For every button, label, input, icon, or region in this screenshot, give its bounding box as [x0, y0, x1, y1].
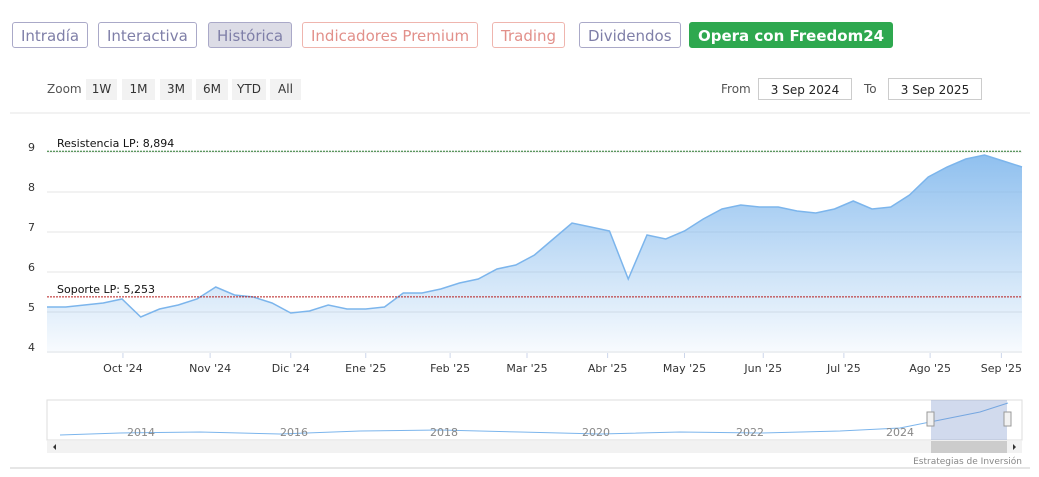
y-tick-label: 6 [28, 261, 35, 274]
navigator-year: 2024 [886, 426, 914, 439]
line [47, 154, 1023, 318]
zoom-button[interactable]: 1W [86, 79, 117, 100]
tab[interactable]: Indicadores Premium [302, 22, 479, 48]
zoom-button[interactable]: All [270, 79, 301, 100]
plot: 4 5 6 7 8 9 Oct '24 Nov '24 Dic '24 Ene '25 Feb '2… [28, 137, 1023, 375]
to-input[interactable]: 3 Sep 2025 [888, 78, 982, 100]
y-tick-label: 4 [28, 341, 35, 354]
zoom-button[interactable]: 1M [122, 79, 155, 100]
zoom-button[interactable]: 6M [196, 79, 228, 100]
x-tick-label: Abr '25 [588, 362, 628, 375]
scroll-arrows[interactable] [53, 444, 1016, 450]
x-tick-label: Mar '25 [506, 362, 547, 375]
to-label: To [864, 82, 877, 96]
navigator-year: 2022 [736, 426, 764, 439]
navigator-handle[interactable] [926, 411, 935, 427]
navigator [46, 399, 1023, 441]
zoom-label: Zoom [47, 82, 82, 96]
tab[interactable]: Dividendos [579, 22, 681, 48]
credit: Estrategias de Inversión [913, 456, 1022, 467]
zoom-button[interactable]: 3M [160, 79, 192, 100]
navigator-line [59, 402, 1009, 436]
scrollbar[interactable] [47, 441, 1022, 453]
tab[interactable]: Histórica [208, 22, 293, 48]
tab[interactable]: Interactiva [98, 22, 197, 48]
x-tick-label: Feb '25 [430, 362, 470, 375]
navigator-window[interactable] [931, 400, 1007, 440]
x-tick-label: Oct '24 [103, 362, 143, 375]
tab[interactable]: Trading [492, 22, 566, 48]
x-tick-label: Ago '25 [909, 362, 951, 375]
x-tick-label: Nov '24 [189, 362, 231, 375]
tab[interactable]: Intradía [12, 22, 89, 48]
tab[interactable]: Opera con Freedom24 [689, 22, 894, 48]
y-tick-label: 5 [28, 301, 35, 314]
from-label: From [721, 82, 751, 96]
x-tick-label: Dic '24 [272, 362, 310, 375]
x-tick-label: Jun '25 [743, 362, 782, 375]
x-tick-label: Sep '25 [981, 362, 1022, 375]
level-label: Soporte LP: 5,253 [57, 283, 155, 296]
navigator-year: 2014 [127, 426, 155, 439]
x-tick-label: May '25 [663, 362, 706, 375]
x-tick-label: Jul '25 [826, 362, 861, 375]
area [47, 155, 1022, 353]
y-tick-label: 7 [28, 221, 35, 234]
y-tick-label: 9 [28, 141, 35, 154]
navigator-year: 2018 [430, 426, 458, 439]
navigator-year: 2020 [582, 426, 610, 439]
navigator-handle[interactable] [1003, 411, 1012, 427]
y-tick-label: 8 [28, 181, 35, 194]
x-tick-label: Ene '25 [345, 362, 386, 375]
from-input[interactable]: 3 Sep 2024 [758, 78, 852, 100]
level-label: Resistencia LP: 8,894 [57, 137, 174, 150]
scrollbar-thumb[interactable] [931, 441, 1007, 453]
navigator-year: 2016 [280, 426, 308, 439]
zoom-button[interactable]: YTD [232, 79, 266, 100]
